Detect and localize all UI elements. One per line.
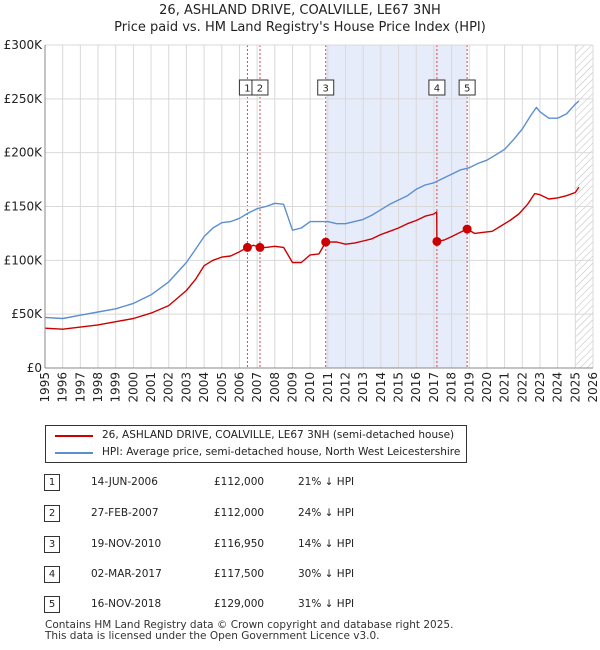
- x-tick-label: 2000: [126, 372, 140, 403]
- hpi-line: [44, 100, 580, 320]
- sale-date: 02-MAR-2017: [91, 568, 162, 580]
- sale-label: 3: [323, 84, 329, 95]
- x-tick-label: 1995: [38, 372, 52, 403]
- sale-price: £116,950: [214, 538, 265, 550]
- sale-vs-hpi: 24% ↓ HPI: [298, 507, 355, 519]
- x-tick-label: 2006: [232, 372, 246, 403]
- sale-price: £129,000: [214, 598, 265, 610]
- sale-number: 1: [44, 474, 60, 491]
- sale-point: [432, 236, 442, 246]
- sale-point: [255, 242, 265, 252]
- x-tick-label: 2023: [533, 372, 547, 403]
- sale-label-box: [317, 79, 335, 96]
- x-tick-label: 2025: [568, 372, 582, 403]
- x-tick-label: 1998: [91, 372, 105, 403]
- y-tick-label: £150K: [4, 200, 44, 214]
- sale-point: [242, 242, 252, 252]
- sale-label-box: [428, 79, 446, 96]
- x-tick-label: 2019: [462, 372, 476, 403]
- sale-label: 1: [244, 84, 250, 95]
- sale-date: 14-JUN-2006: [91, 476, 158, 488]
- x-tick-label: 2001: [144, 372, 158, 403]
- x-tick-label: 2007: [250, 372, 264, 403]
- x-tick-label: 2005: [215, 372, 229, 403]
- y-tick-label: £200K: [4, 146, 44, 160]
- sale-number: 4: [44, 566, 60, 583]
- sale-price: £112,000: [214, 476, 265, 488]
- y-tick-label: £100K: [4, 253, 44, 267]
- sale-number: 5: [44, 596, 60, 613]
- y-tick-label: £50K: [11, 307, 43, 321]
- legend: 26, ASHLAND DRIVE, COALVILLE, LE67 3NH (…: [45, 425, 467, 463]
- sale-label: 4: [434, 84, 440, 95]
- sale-date: 16-NOV-2018: [91, 598, 162, 610]
- x-tick-label: 2013: [356, 372, 370, 403]
- chart-subtitle: Price paid vs. HM Land Registry's House …: [114, 20, 486, 35]
- x-tick-label: 2010: [303, 372, 317, 403]
- x-tick-label: 2012: [339, 372, 353, 403]
- sale-label: 5: [464, 84, 470, 95]
- sale-label-box: [458, 79, 476, 96]
- x-tick-label: 2016: [409, 372, 423, 403]
- x-tick-label: 2017: [427, 372, 441, 403]
- chart-title: 26, ASHLAND DRIVE, COALVILLE, LE67 3NH: [159, 3, 441, 18]
- x-tick-label: 2021: [498, 372, 512, 403]
- property-line: [44, 186, 580, 330]
- sale-price: £117,500: [214, 568, 265, 580]
- x-tick-label: 2004: [197, 372, 211, 403]
- sale-date: 19-NOV-2010: [91, 538, 162, 550]
- sale-vs-hpi: 31% ↓ HPI: [298, 598, 355, 610]
- x-tick-label: 2002: [162, 372, 176, 403]
- x-tick-label: 2022: [515, 372, 529, 403]
- y-tick-label: £250K: [4, 92, 44, 106]
- x-tick-label: 2014: [374, 372, 388, 403]
- table-row: 5 16-NOV-2018 £129,000 31% ↓ HPI: [0, 596, 600, 614]
- x-tick-label: 2024: [551, 372, 565, 403]
- table-row: 1 14-JUN-2006 £112,000 21% ↓ HPI: [0, 474, 600, 492]
- footer: Contains HM Land Registry data © Crown c…: [45, 620, 453, 642]
- sale-number: 2: [44, 505, 60, 522]
- y-tick-label: £0: [27, 361, 42, 375]
- x-tick-label: 2008: [268, 372, 282, 403]
- licence-text: This data is licensed under the Open Gov…: [45, 630, 380, 642]
- sale-vs-hpi: 30% ↓ HPI: [298, 568, 355, 580]
- sale-point: [321, 237, 331, 247]
- sale-vs-hpi: 21% ↓ HPI: [298, 476, 355, 488]
- x-tick-label: 2026: [586, 372, 600, 403]
- copyright-text: Contains HM Land Registry data © Crown c…: [45, 619, 454, 631]
- x-tick-label: 2003: [179, 372, 193, 403]
- sale-label-box: [251, 79, 269, 96]
- legend-label-property: 26, ASHLAND DRIVE, COALVILLE, LE67 3NH (…: [102, 429, 455, 441]
- legend-label-hpi: HPI: Average price, semi-detached house,…: [102, 446, 461, 458]
- x-tick-label: 2015: [392, 372, 406, 403]
- x-tick-label: 1996: [56, 372, 70, 403]
- x-tick-label: 2011: [321, 372, 335, 403]
- sale-point: [462, 224, 472, 234]
- x-tick-label: 2009: [285, 372, 299, 403]
- sale-date: 27-FEB-2007: [91, 507, 159, 519]
- legend-swatch-hpi: [55, 452, 93, 454]
- sale-price: £112,000: [214, 507, 265, 519]
- price-chart: 26, ASHLAND DRIVE, COALVILLE, LE67 3NH P…: [4, 3, 600, 403]
- table-row: 2 27-FEB-2007 £112,000 24% ↓ HPI: [0, 505, 600, 523]
- x-tick-label: 1997: [73, 372, 87, 403]
- table-row: 4 02-MAR-2017 £117,500 30% ↓ HPI: [0, 566, 600, 584]
- legend-swatch-property: [55, 435, 93, 437]
- x-tick-label: 1999: [109, 372, 123, 403]
- x-tick-label: 2020: [480, 372, 494, 403]
- sale-number: 3: [44, 536, 60, 553]
- sale-label: 2: [257, 84, 263, 95]
- y-tick-label: £300K: [4, 38, 44, 52]
- sale-vs-hpi: 14% ↓ HPI: [298, 538, 355, 550]
- x-tick-label: 2018: [445, 372, 459, 403]
- table-row: 3 19-NOV-2010 £116,950 14% ↓ HPI: [0, 536, 600, 554]
